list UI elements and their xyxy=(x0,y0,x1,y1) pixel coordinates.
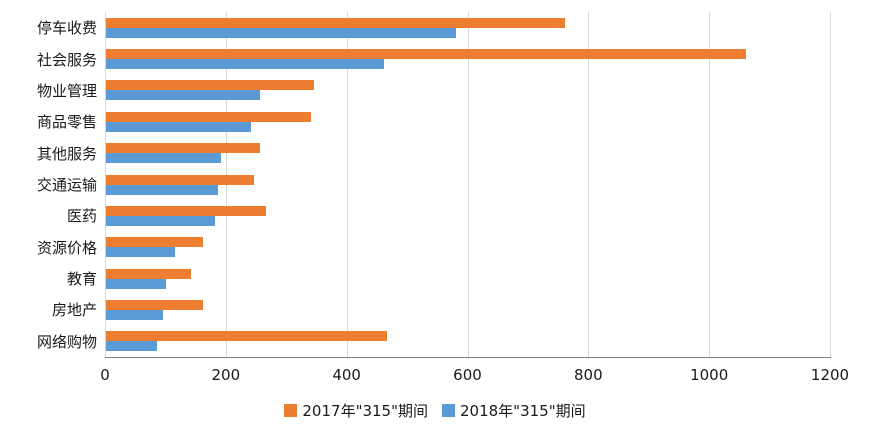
bar xyxy=(106,59,384,70)
legend-label: 2017年"315"期间 xyxy=(302,402,428,420)
category-label: 房地产 xyxy=(51,301,97,320)
bar xyxy=(106,215,215,226)
bar xyxy=(106,111,312,122)
category-label: 停车收费 xyxy=(36,19,97,38)
legend-label: 2018年"315"期间 xyxy=(460,402,586,420)
legend: 2017年"315"期间 2018年"315"期间 xyxy=(0,400,870,421)
legend-item: 2017年"315"期间 xyxy=(284,400,428,421)
bar xyxy=(106,299,203,310)
bar xyxy=(106,90,261,101)
category-label: 医药 xyxy=(66,207,97,226)
bar xyxy=(106,121,251,132)
bar xyxy=(106,309,164,320)
bar xyxy=(106,184,218,195)
legend-item: 2018年"315"期间 xyxy=(442,400,586,421)
bar xyxy=(106,247,176,258)
category-label: 其他服务 xyxy=(36,144,97,163)
bar xyxy=(106,174,255,185)
x-tick-label: 1000 xyxy=(690,366,729,384)
gridline xyxy=(105,12,106,357)
bar xyxy=(106,341,158,352)
legend-swatch xyxy=(284,404,298,417)
bar xyxy=(106,49,747,60)
x-tick-label: 800 xyxy=(574,366,603,384)
gridline xyxy=(346,12,348,357)
gridline xyxy=(709,12,711,357)
x-axis-line xyxy=(105,357,831,358)
category-label: 交通运输 xyxy=(36,175,97,194)
bar xyxy=(106,27,457,38)
gridline xyxy=(830,12,831,357)
bar xyxy=(106,268,191,279)
category-label: 教育 xyxy=(66,270,97,289)
category-label: 物业管理 xyxy=(36,81,97,100)
bar xyxy=(106,17,566,28)
category-label: 社会服务 xyxy=(36,50,97,69)
bar xyxy=(106,205,267,216)
x-tick-label: 1200 xyxy=(810,366,850,384)
legend-swatch xyxy=(442,404,455,417)
x-tick-label: 0 xyxy=(100,366,110,384)
category-label: 商品零售 xyxy=(36,113,97,132)
x-tick-label: 200 xyxy=(211,366,241,384)
bar xyxy=(106,153,221,164)
bar xyxy=(106,80,315,91)
gridline xyxy=(588,12,590,357)
bar xyxy=(106,278,167,289)
gridline xyxy=(467,12,469,357)
category-label: 资源价格 xyxy=(36,238,97,257)
gridline xyxy=(225,12,227,357)
x-tick-label: 600 xyxy=(453,366,482,384)
bar xyxy=(106,143,261,154)
bar xyxy=(106,331,387,342)
category-label: 网络购物 xyxy=(36,332,97,351)
bar xyxy=(106,237,203,248)
x-tick-label: 400 xyxy=(332,366,361,384)
